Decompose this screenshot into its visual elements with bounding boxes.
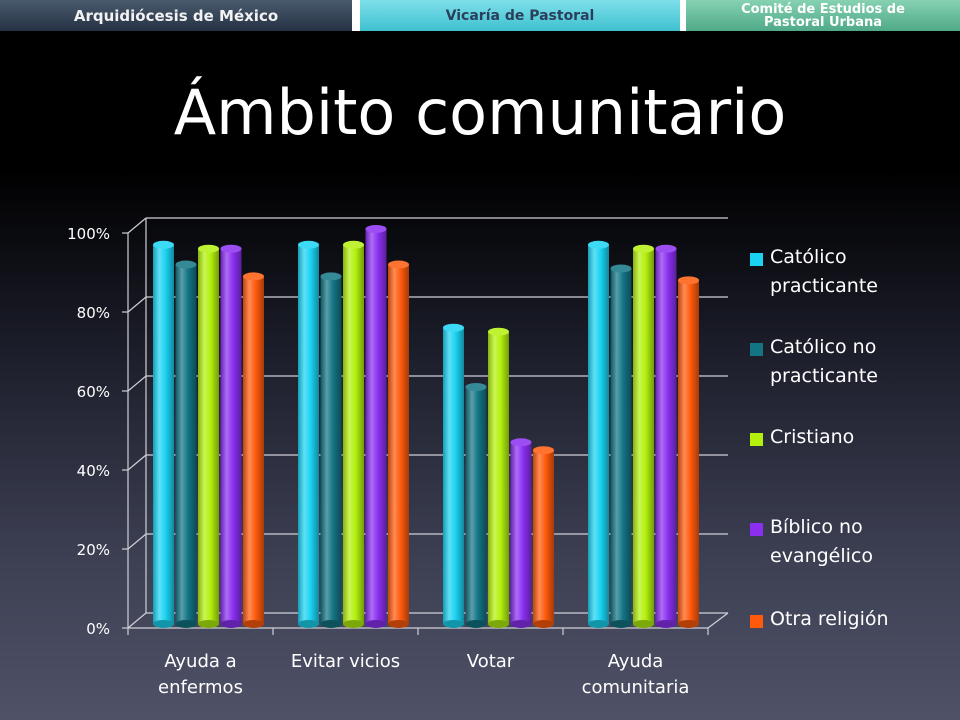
bar: [343, 240, 364, 628]
gridline-depth: [127, 375, 147, 392]
legend-label: Bíblico no evangélico: [770, 516, 873, 567]
bar: [198, 244, 219, 628]
bar: [633, 244, 654, 628]
gridline-depth: [127, 454, 147, 471]
bar: [510, 438, 532, 628]
legend-item: Bíblico no evangélico: [750, 516, 950, 571]
header-tab-comite-line1: Comité de Estudios de: [741, 1, 905, 17]
bar: [175, 260, 197, 628]
page-title: Ámbito comunitario: [173, 76, 787, 149]
y-tick-label: 40%: [77, 462, 110, 480]
chart-ticks: 0% 20% 40% 60% 80% 100% Ayuda a enfermos Evitar …: [67, 225, 709, 698]
legend-label: Católico practicante: [770, 246, 878, 297]
bar: [443, 323, 464, 628]
legend-label: Cristiano: [770, 426, 855, 448]
legend-swatch: [750, 253, 763, 266]
x-tick-label: Ayuda comunitaria: [582, 651, 690, 698]
bar: [678, 276, 699, 628]
bar: [610, 264, 632, 628]
gridline-depth: [127, 533, 147, 550]
legend-swatch: [750, 523, 763, 536]
bar: [365, 225, 387, 628]
gridline-depth: [127, 296, 147, 313]
bar: [533, 446, 554, 628]
y-tick-label: 0%: [86, 620, 110, 638]
x-tick-label: Votar: [467, 651, 515, 672]
legend-item: Otra religión: [750, 608, 950, 634]
header-tab-comite-line2: Pastoral Urbana: [763, 14, 883, 30]
bar: [655, 244, 677, 628]
legend-swatch: [750, 343, 763, 356]
legend-label: Católico no practicante: [770, 336, 878, 387]
bar: [465, 383, 487, 628]
bar: [320, 272, 342, 628]
bar: [388, 260, 409, 628]
chart-bars: [153, 225, 699, 628]
x-tick-label: Ayuda a enfermos: [158, 651, 243, 698]
y-tick-label: 80%: [77, 304, 110, 322]
bar: [488, 327, 509, 628]
y-tick-label: 20%: [77, 541, 110, 559]
y-tick-label: 60%: [77, 383, 110, 401]
x-tick-label: Evitar vicios: [291, 651, 400, 672]
bar: [588, 240, 609, 628]
legend-swatch: [750, 433, 763, 446]
bar: [220, 244, 242, 628]
legend-item: Cristiano: [750, 426, 950, 452]
bar: [243, 272, 264, 628]
bar: [153, 240, 174, 628]
gridline-depth: [127, 612, 147, 629]
header-tab-comite: Comité de Estudios de Pastoral Urbana: [686, 0, 960, 31]
header-tab-arquidiocesis: Arquidiócesis de México: [0, 0, 352, 31]
legend-swatch: [750, 615, 763, 628]
bar: [298, 240, 319, 628]
legend-item: Católico practicante: [750, 246, 950, 301]
legend-item: Católico no practicante: [750, 336, 950, 391]
gridline-depth: [127, 217, 147, 234]
y-tick-label: 100%: [67, 225, 110, 243]
legend-label: Otra religión: [770, 608, 889, 630]
header-banner: Arquidiócesis de México Vicaría de Pasto…: [0, 0, 960, 31]
header-tab-vicaria: Vicaría de Pastoral: [360, 0, 680, 31]
